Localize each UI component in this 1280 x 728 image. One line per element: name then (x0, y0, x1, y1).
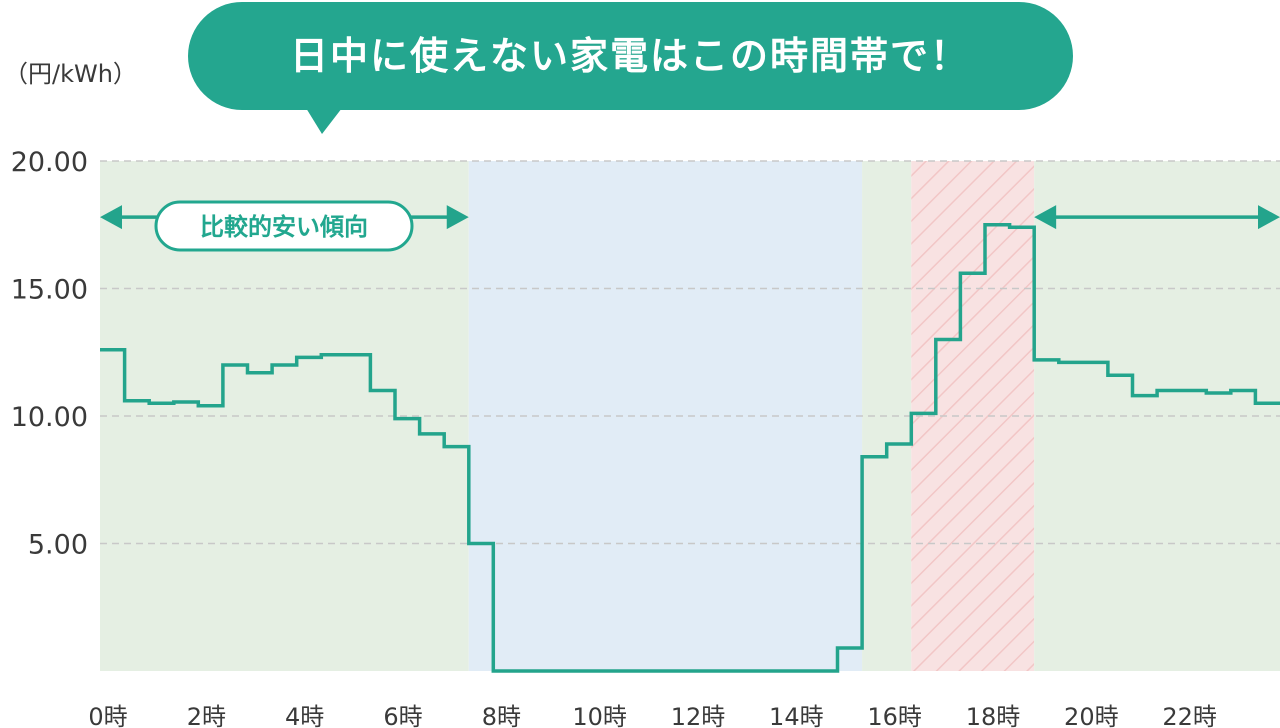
y-tick-label: 15.00 (11, 275, 88, 306)
pill-label: 比較的安い傾向 (200, 213, 368, 241)
x-tick-label: 12時 (671, 703, 726, 728)
x-tick-label: 2時 (187, 703, 226, 728)
callout-pointer (306, 108, 342, 134)
arrowhead-left-icon (100, 205, 122, 230)
x-tick-label: 20時 (1064, 703, 1119, 728)
x-tick-label: 6時 (383, 703, 422, 728)
gridlines (100, 160, 1280, 545)
arrowhead-left-icon (1034, 205, 1057, 230)
x-tick-label: 0時 (88, 703, 127, 728)
x-tick-label: 14時 (769, 703, 824, 728)
x-tick-label: 22時 (1162, 703, 1217, 728)
x-tick-label: 10時 (572, 703, 627, 728)
y-tick-label: 20.00 (11, 147, 88, 178)
callout-text: 日中に使えない家電はこの時間帯で！ (290, 34, 970, 78)
x-tick-label: 8時 (482, 703, 521, 728)
price-step-line (100, 223, 1280, 673)
cheap-annotation-pill: 比較的安い傾向 (154, 200, 414, 252)
x-tick-labels: 0時 2時 4時 6時 8時 10時 12時 14時 16時 18時 20時 22時 (88, 703, 1217, 728)
x-tick-label: 4時 (285, 703, 324, 728)
y-tick-label: 10.00 (11, 402, 88, 433)
y-tick-labels: 5.00 10.00 15.00 20.00 (11, 147, 88, 561)
callout-bubble: 日中に使えない家電はこの時間帯で！ (188, 2, 1073, 134)
arrowhead-right-icon (1258, 205, 1280, 230)
arrowhead-right-icon (446, 205, 469, 230)
x-tick-label: 16時 (867, 703, 922, 728)
y-axis-unit-label: （円/kWh） (4, 60, 137, 88)
x-tick-label: 18時 (966, 703, 1021, 728)
y-tick-label: 5.00 (28, 530, 88, 561)
series (100, 223, 1280, 673)
